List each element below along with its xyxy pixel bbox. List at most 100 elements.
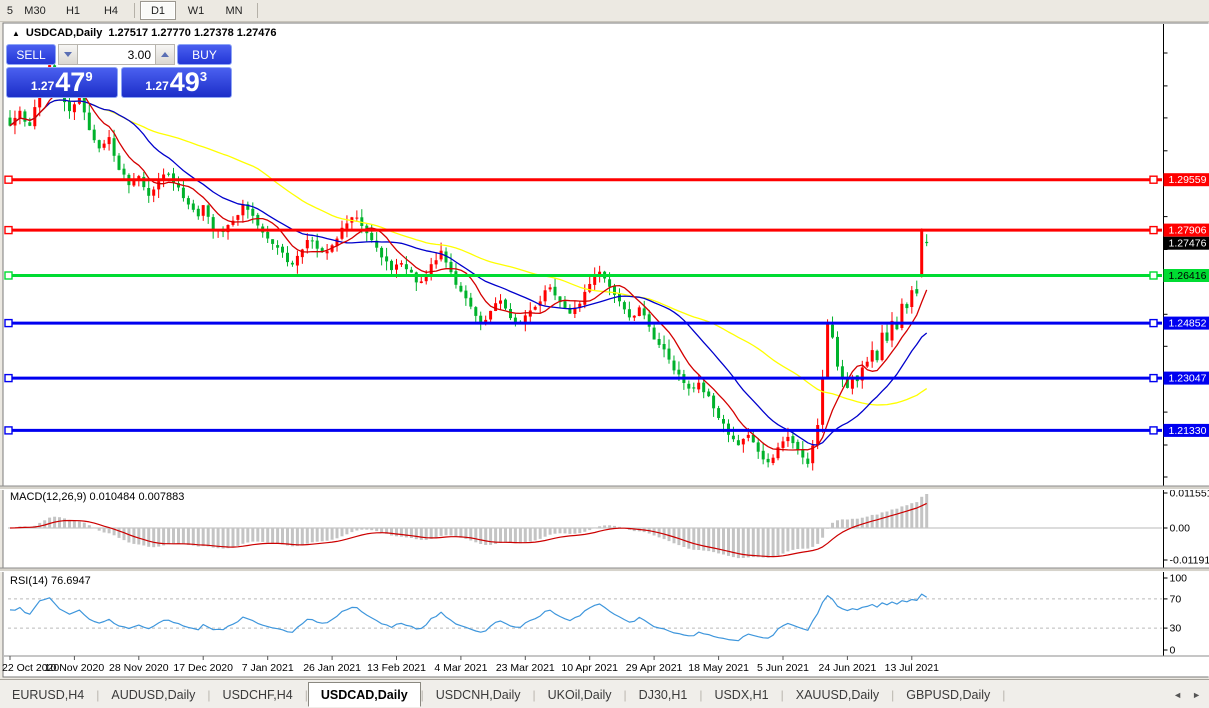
volume-decrease-button[interactable] xyxy=(58,44,78,65)
sell-price-big: 47 xyxy=(55,67,86,97)
svg-text:23 Mar 2021: 23 Mar 2021 xyxy=(496,662,555,674)
buy-price-prefix: 1.27 xyxy=(145,79,169,93)
macd-signal-value: 0.007883 xyxy=(138,491,185,503)
rsi-value: 76.6947 xyxy=(50,575,91,587)
svg-text:4 Mar 2021: 4 Mar 2021 xyxy=(434,662,487,674)
tab-scroll-arrows: ◄ ► xyxy=(1173,690,1201,700)
tab-usdcnh-daily[interactable]: USDCNH,Daily xyxy=(435,687,521,702)
svg-text:0: 0 xyxy=(1170,645,1176,657)
svg-text:0.00: 0.00 xyxy=(1170,523,1191,535)
tab-separator: | xyxy=(207,687,211,702)
timeframe-button-m30[interactable]: M30 xyxy=(24,4,46,17)
macd-name: MACD(12,26,9) xyxy=(10,491,87,503)
tab-ukoil-daily[interactable]: UKOil,Daily xyxy=(547,687,612,702)
tab-usdcad-daily[interactable]: USDCAD,Daily xyxy=(307,682,421,707)
svg-text:30: 30 xyxy=(1170,623,1182,635)
toolbar-separator xyxy=(257,3,258,18)
tab-separator: | xyxy=(96,687,100,702)
trade-widget-prices: 1.27 47 9 1.27 49 3 xyxy=(6,67,232,98)
one-click-trading-widget: SELL 3.00 BUY 1.27 47 9 1.27 49 3 xyxy=(6,44,232,98)
tab-separator: | xyxy=(532,687,536,702)
collapse-icon[interactable]: ▲ xyxy=(12,28,20,38)
svg-text:22 Oct 2020: 22 Oct 2020 xyxy=(2,662,59,674)
svg-text:70: 70 xyxy=(1170,593,1182,605)
tab-xauusd-daily[interactable]: XAUUSD,Daily xyxy=(795,687,880,702)
svg-text:10 Apr 2021: 10 Apr 2021 xyxy=(561,662,618,674)
tab-gbpusd-daily[interactable]: GBPUSD,Daily xyxy=(906,687,991,702)
buy-price-sup: 3 xyxy=(199,69,208,84)
timeframe-button-h4[interactable]: H4 xyxy=(103,4,119,17)
buy-price-panel[interactable]: 1.27 49 3 xyxy=(120,67,232,98)
tab-separator: | xyxy=(1002,687,1006,702)
chart-symbol-label: USDCAD,Daily xyxy=(25,27,103,39)
svg-text:13 Jul 2021: 13 Jul 2021 xyxy=(885,662,939,674)
macd-layer xyxy=(8,494,1162,559)
svg-text:24 Jun 2021: 24 Jun 2021 xyxy=(818,662,876,674)
sell-price-prefix: 1.27 xyxy=(30,79,55,93)
triangle-up-icon xyxy=(161,52,169,57)
volume-spinner: 3.00 xyxy=(58,44,175,65)
sell-button[interactable]: SELL xyxy=(6,44,56,65)
tab-separator: | xyxy=(780,687,784,702)
svg-text:1.23047: 1.23047 xyxy=(1169,373,1207,385)
tab-separator: | xyxy=(304,687,308,702)
svg-text:1.27906: 1.27906 xyxy=(1169,225,1207,237)
svg-text:1.27476: 1.27476 xyxy=(1169,238,1207,250)
svg-text:1.24852: 1.24852 xyxy=(1169,318,1207,330)
tab-separator: | xyxy=(623,687,627,702)
sell-price-panel[interactable]: 1.27 47 9 xyxy=(6,67,118,98)
svg-text:10 Nov 2020: 10 Nov 2020 xyxy=(45,662,105,674)
macd-indicator-label: MACD(12,26,9) 0.010484 0.007883 xyxy=(10,491,184,503)
tabs-scroll-left-icon[interactable]: ◄ xyxy=(1173,689,1183,700)
tab-separator: | xyxy=(420,687,424,702)
svg-text:5 Jun 2021: 5 Jun 2021 xyxy=(757,662,809,674)
rsi-indicator-label: RSI(14) 76.6947 xyxy=(10,575,91,587)
pane-separator[interactable] xyxy=(0,568,1209,572)
price-axis-badges: 1.29559 1.27906 1.26416 1.24852 1.23047 1.213… xyxy=(1163,173,1209,437)
svg-text:13 Feb 2021: 13 Feb 2021 xyxy=(367,662,426,674)
svg-text:100: 100 xyxy=(1170,573,1188,585)
tab-separator: | xyxy=(891,687,895,702)
tabs-scroll-right-icon[interactable]: ► xyxy=(1192,689,1201,700)
triangle-down-icon xyxy=(64,52,72,57)
svg-text:17 Dec 2020: 17 Dec 2020 xyxy=(173,662,233,674)
sell-price-sup: 9 xyxy=(85,69,93,84)
tab-eurusd-h4[interactable]: EURUSD,H4 xyxy=(12,687,85,702)
trade-widget-controls: SELL 3.00 BUY xyxy=(6,44,232,65)
rsi-layer xyxy=(8,593,1162,642)
tab-dj30-h1[interactable]: DJ30,H1 xyxy=(638,687,688,702)
chart-title-bar: ▲ USDCAD,Daily 1.27517 1.27770 1.27378 1… xyxy=(12,27,277,39)
chart-window-frame xyxy=(2,22,1209,678)
tab-usdchf-h4[interactable]: USDCHF,H4 xyxy=(222,687,293,702)
volume-input[interactable]: 3.00 xyxy=(78,44,155,65)
tab-usdx-h1[interactable]: USDX,H1 xyxy=(714,687,769,702)
price-levels-layer[interactable] xyxy=(4,175,1162,435)
rsi-name: RSI(14) xyxy=(10,575,48,587)
svg-text:28 Nov 2020: 28 Nov 2020 xyxy=(109,662,169,674)
svg-text:1.26416: 1.26416 xyxy=(1169,270,1207,282)
pane-separator[interactable] xyxy=(0,486,1209,490)
svg-text:-0.011914: -0.011914 xyxy=(1170,555,1209,567)
svg-text:26 Jan 2021: 26 Jan 2021 xyxy=(303,662,361,674)
timeframe-button-mn[interactable]: MN xyxy=(225,4,243,17)
svg-text:29 Apr 2021: 29 Apr 2021 xyxy=(626,662,683,674)
svg-text:0.011551: 0.011551 xyxy=(1170,488,1209,500)
timeframe-button-w1[interactable]: W1 xyxy=(187,4,205,17)
chart-window: 1.337201.326401.315901.305101.294301.283… xyxy=(0,22,1209,678)
timeframe-button-h1[interactable]: H1 xyxy=(65,4,81,17)
tab-separator: | xyxy=(699,687,703,702)
svg-text:1.21330: 1.21330 xyxy=(1169,425,1207,437)
buy-button[interactable]: BUY xyxy=(177,44,232,65)
svg-text:18 May 2021: 18 May 2021 xyxy=(688,662,749,674)
timeframe-button-d1[interactable]: D1 xyxy=(140,1,176,20)
chart-canvas[interactable]: 1.337201.326401.315901.305101.294301.283… xyxy=(0,22,1209,708)
timeframe-button-5[interactable]: 5 xyxy=(6,4,13,17)
macd-value: 0.010484 xyxy=(89,491,136,503)
tab-audusd-daily[interactable]: AUDUSD,Daily xyxy=(111,687,196,702)
price-axis[interactable]: 1.337201.326401.315901.305101.294301.283… xyxy=(1163,22,1209,677)
volume-increase-button[interactable] xyxy=(155,44,175,65)
symbol-tab-bar: EURUSD,H4 | AUDUSD,Daily | USDCHF,H4 | USDCAD,… xyxy=(0,679,1209,708)
toolbar-separator xyxy=(134,3,135,18)
